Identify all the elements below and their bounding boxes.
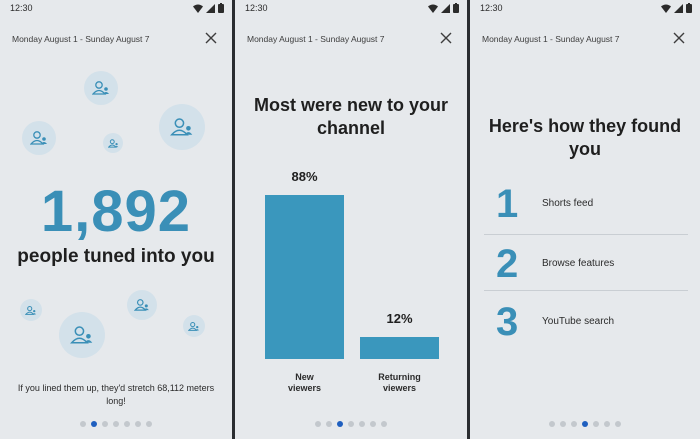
source-row: 2 Browse features — [484, 236, 688, 292]
bar-category-label: Returning viewers — [378, 372, 421, 393]
page-dot — [604, 421, 610, 427]
source-label: Browse features — [542, 258, 615, 269]
page-dot — [593, 421, 599, 427]
person-icon — [103, 133, 123, 153]
page-indicator — [235, 421, 467, 427]
viewer-headline: people tuned into you — [17, 246, 215, 267]
divider — [484, 290, 688, 291]
status-bar: 12:30 — [235, 0, 467, 18]
signal-icon — [441, 3, 450, 13]
story-header: Monday August 1 - Sunday August 7 — [235, 30, 467, 48]
wifi-icon — [428, 4, 438, 13]
page-dot — [326, 421, 332, 427]
viewer-count: 1,892 — [40, 179, 192, 244]
divider — [484, 234, 688, 235]
viewer-footnote: If you lined them up, they'd stretch 68,… — [17, 383, 215, 406]
person-icon — [20, 299, 42, 321]
battery-icon — [686, 3, 692, 13]
source-rank: 1 — [496, 182, 519, 226]
page-indicator — [470, 421, 700, 427]
wifi-icon — [661, 4, 671, 13]
page-dot — [571, 421, 577, 427]
source-rank: 3 — [496, 300, 519, 344]
signal-icon — [674, 3, 683, 13]
page-dot-active — [337, 421, 343, 427]
story-header: Monday August 1 - Sunday August 7 — [0, 30, 232, 48]
date-range: Monday August 1 - Sunday August 7 — [247, 34, 385, 44]
source-label: YouTube search — [542, 316, 615, 327]
page-dot — [80, 421, 86, 427]
chart-title: Most were new to your channel — [253, 95, 449, 138]
close-icon[interactable] — [204, 31, 218, 45]
page-dot — [549, 421, 555, 427]
story-header: Monday August 1 - Sunday August 7 — [470, 30, 700, 48]
page-dot — [615, 421, 621, 427]
date-range: Monday August 1 - Sunday August 7 — [482, 34, 620, 44]
status-bar: 12:30 — [0, 0, 232, 18]
page-dot — [348, 421, 354, 427]
source-rank: 2 — [496, 242, 519, 286]
page-dot-active — [582, 421, 588, 427]
page-dot — [135, 421, 141, 427]
person-icon — [183, 315, 205, 337]
battery-icon — [453, 3, 459, 13]
close-icon[interactable] — [672, 31, 686, 45]
battery-icon — [218, 3, 224, 13]
page-dot — [359, 421, 365, 427]
bar-value-label: 12% — [386, 311, 413, 326]
status-time: 12:30 — [10, 3, 33, 13]
page-dot — [560, 421, 566, 427]
page-dot-active — [91, 421, 97, 427]
source-row: 1 Shorts feed — [484, 176, 688, 232]
screen-new-viewers: 12:30 Monday August 1 - Sunday August 7 … — [235, 0, 467, 439]
signal-icon — [206, 3, 215, 13]
page-dot — [124, 421, 130, 427]
person-icon — [22, 121, 56, 155]
page-dot — [146, 421, 152, 427]
page-dot — [315, 421, 321, 427]
page-dot — [370, 421, 376, 427]
person-icon — [127, 290, 157, 320]
screen-viewer-count: 12:30 Monday August 1 - Sunday August 7 … — [0, 0, 232, 439]
close-icon[interactable] — [439, 31, 453, 45]
sources-title: Here's how they found you — [488, 116, 682, 159]
wifi-icon — [193, 4, 203, 13]
screen-traffic-sources: 12:30 Monday August 1 - Sunday August 7 … — [470, 0, 700, 439]
status-time: 12:30 — [480, 3, 503, 13]
status-bar: 12:30 — [470, 0, 700, 18]
date-range: Monday August 1 - Sunday August 7 — [12, 34, 150, 44]
page-dot — [102, 421, 108, 427]
bar-value-label: 88% — [291, 169, 318, 184]
page-indicator — [0, 421, 232, 427]
person-icon — [159, 104, 205, 150]
bar-category-label: New viewers — [287, 372, 322, 393]
person-icon — [59, 312, 105, 358]
page-dot — [113, 421, 119, 427]
status-time: 12:30 — [245, 3, 268, 13]
chart-bar — [265, 195, 344, 359]
source-row: 3 YouTube search — [484, 294, 688, 350]
source-label: Shorts feed — [542, 198, 594, 209]
page-dot — [381, 421, 387, 427]
chart-bar — [360, 337, 439, 359]
person-icon — [84, 71, 118, 105]
